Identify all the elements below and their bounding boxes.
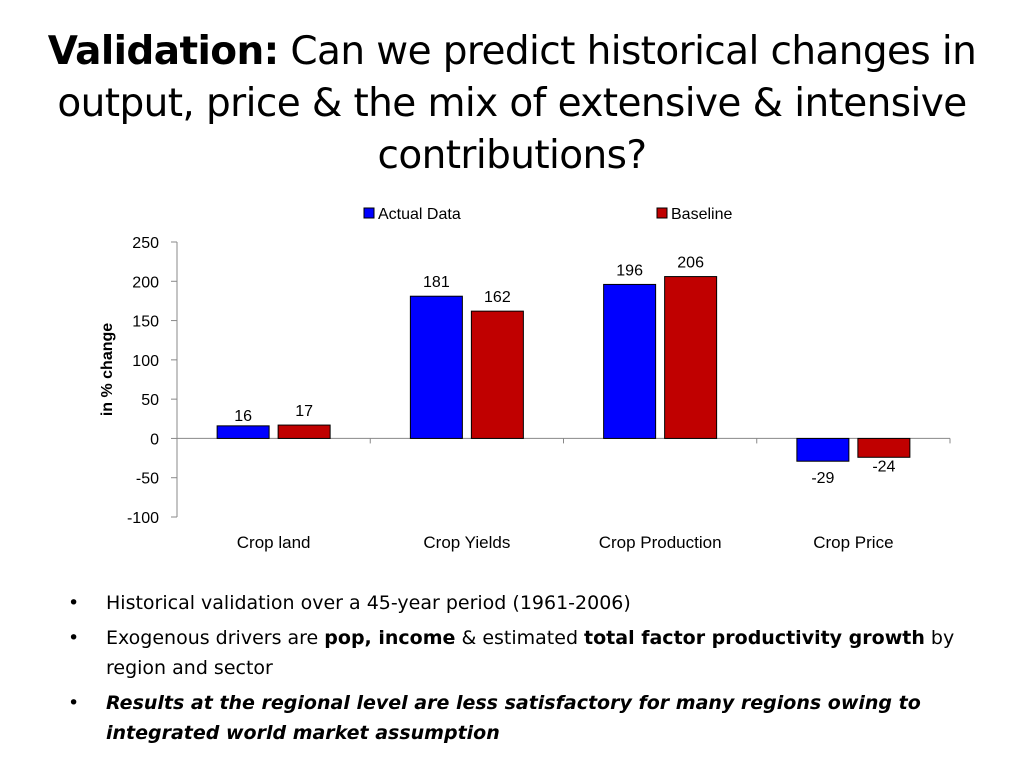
bullet-dot: • [68, 592, 80, 614]
bullet-list: • Historical validation over a 45-year p… [66, 588, 996, 753]
bar-actual-data [603, 283, 657, 439]
category-label: Crop Production [599, 533, 722, 552]
legend-swatch [363, 207, 375, 219]
bar-actual-data [409, 295, 463, 439]
y-tick-label: 200 [132, 274, 159, 291]
y-axis-label: in % change [99, 323, 116, 416]
bullet-text: Exogenous drivers are [106, 627, 325, 649]
bullet-dot: • [68, 627, 80, 649]
y-tick-label: 50 [141, 392, 159, 409]
bullet-text: Historical validation over a 45-year per… [106, 592, 631, 614]
bullet-item: • Exogenous drivers are pop, income & es… [66, 623, 996, 683]
data-label: 181 [423, 274, 450, 291]
data-label: 196 [616, 262, 643, 279]
data-label: -24 [872, 458, 895, 475]
bullet-text: & estimated [455, 627, 585, 649]
chart-svg: 250 200 150 100 50 0 -50 -100 in % change 16 17 Cro… [99, 206, 951, 552]
y-tick-label: 250 [132, 235, 159, 252]
bullet-dot: • [68, 692, 80, 714]
data-label: 16 [234, 408, 252, 425]
bar-baseline [664, 276, 718, 439]
bullet-item: • Historical validation over a 45-year p… [66, 588, 996, 618]
category-label: Crop land [237, 533, 311, 552]
category-label: Crop Price [813, 533, 893, 552]
bullet-bold: total factor productivity growth [584, 627, 925, 649]
data-label: -29 [811, 470, 834, 487]
bullet-bold: pop, income [324, 627, 456, 649]
bar-baseline [277, 424, 331, 439]
bullet-text: by region and sector [106, 627, 955, 679]
y-tick-label: 100 [132, 353, 159, 370]
y-tick-label: 0 [150, 431, 159, 448]
bar-baseline [857, 437, 911, 458]
bar-actual-data [216, 425, 270, 439]
bar-chart: 250 200 150 100 50 0 -50 -100 in % change 16 17 Cro… [0, 190, 1024, 570]
data-label: 17 [295, 403, 313, 420]
title-text: Can we predict historical changes in out… [57, 29, 977, 178]
category-label: Crop Yields [423, 533, 510, 552]
bullet-emphasis: Results at the regional level are less s… [106, 692, 921, 744]
bar-baseline [470, 310, 524, 439]
legend-label: Actual Data [378, 206, 461, 223]
data-label: 206 [677, 255, 704, 272]
title-bold: Validation: [47, 29, 280, 74]
legend-label: Baseline [671, 206, 732, 223]
bar-actual-data [796, 437, 850, 462]
y-tick-label: -100 [127, 510, 159, 527]
data-label: 162 [484, 289, 511, 306]
y-tick-label: -50 [136, 471, 159, 488]
slide-title: Validation: Can we predict historical ch… [20, 26, 1004, 182]
y-tick-label: 150 [132, 314, 159, 331]
bullet-item: • Results at the regional level are less… [66, 688, 996, 748]
legend-swatch [656, 207, 668, 219]
